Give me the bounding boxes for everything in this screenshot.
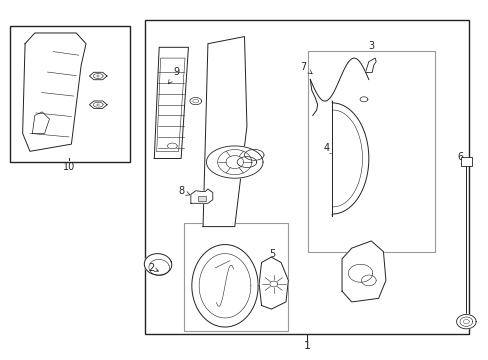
Text: 9: 9 (168, 67, 179, 84)
Polygon shape (347, 264, 372, 282)
Bar (460, 157, 471, 166)
Text: 3: 3 (367, 41, 374, 50)
Text: 10: 10 (62, 162, 75, 172)
Polygon shape (154, 47, 188, 158)
Bar (183, 223, 288, 330)
Polygon shape (359, 97, 367, 102)
Polygon shape (167, 143, 177, 149)
Polygon shape (32, 112, 49, 134)
Polygon shape (217, 149, 251, 175)
Polygon shape (237, 157, 256, 167)
Polygon shape (341, 241, 385, 302)
Bar (10, 26, 130, 162)
Text: 8: 8 (178, 186, 190, 197)
Polygon shape (225, 156, 243, 168)
Polygon shape (331, 101, 368, 216)
Polygon shape (459, 317, 472, 326)
Polygon shape (206, 146, 263, 178)
Polygon shape (191, 244, 258, 327)
Polygon shape (365, 58, 375, 72)
Bar (197, 196, 206, 201)
Text: 1: 1 (303, 341, 310, 351)
Bar (144, 21, 468, 334)
Polygon shape (244, 149, 264, 160)
Text: 4: 4 (323, 143, 334, 155)
Polygon shape (89, 101, 107, 108)
Text: 5: 5 (269, 248, 275, 265)
Text: 2: 2 (147, 263, 158, 273)
Text: 6: 6 (456, 152, 466, 163)
Polygon shape (89, 72, 107, 80)
Polygon shape (361, 275, 375, 286)
Text: 7: 7 (299, 62, 311, 74)
Polygon shape (22, 33, 86, 151)
Polygon shape (203, 37, 246, 226)
Polygon shape (190, 189, 212, 203)
Polygon shape (269, 281, 277, 287)
Polygon shape (259, 257, 288, 309)
Polygon shape (456, 315, 475, 329)
Polygon shape (144, 254, 171, 275)
Polygon shape (189, 98, 201, 105)
Bar (307, 51, 434, 252)
